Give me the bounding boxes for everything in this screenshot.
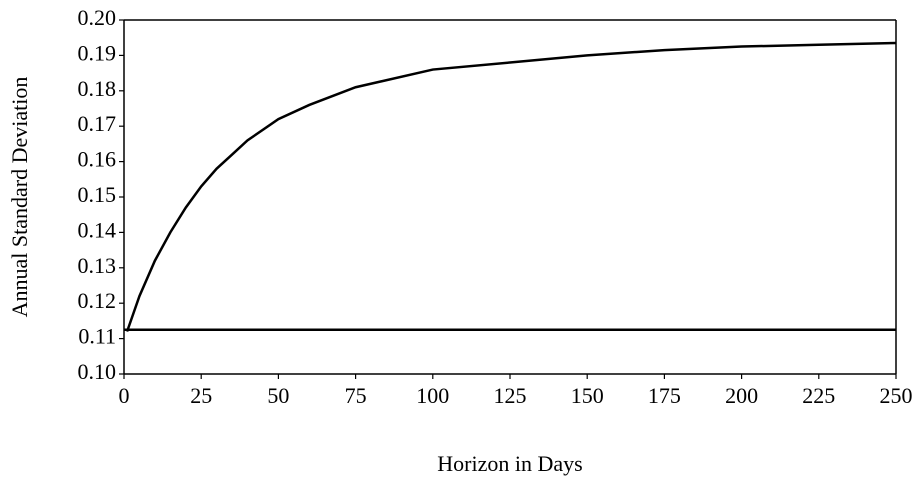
y-axis-title: Annual Standard Deviation	[7, 77, 32, 318]
x-tick-label: 200	[725, 383, 758, 408]
x-tick-label: 0	[119, 383, 130, 408]
y-tick-label: 0.16	[78, 147, 117, 172]
x-tick-label: 150	[571, 383, 604, 408]
x-axis-title: Horizon in Days	[437, 451, 582, 476]
y-tick-label: 0.10	[78, 359, 117, 384]
y-tick-label: 0.14	[78, 217, 117, 242]
y-tick-label: 0.20	[78, 5, 117, 30]
y-tick-label: 0.15	[78, 182, 117, 207]
x-tick-label: 50	[267, 383, 289, 408]
y-tick-label: 0.13	[78, 253, 117, 278]
y-tick-label: 0.18	[78, 76, 117, 101]
x-tick-label: 75	[345, 383, 367, 408]
x-tick-label: 25	[190, 383, 212, 408]
x-tick-label: 100	[416, 383, 449, 408]
data-line	[125, 41, 897, 332]
x-tick-label: 125	[494, 383, 527, 408]
y-tick-label: 0.19	[78, 40, 117, 65]
x-tick-label: 225	[802, 383, 835, 408]
x-tick-label: 175	[648, 383, 681, 408]
y-tick-label: 0.17	[78, 111, 117, 136]
y-tick-label: 0.11	[78, 324, 116, 349]
x-tick-label: 250	[880, 383, 913, 408]
y-tick-label: 0.12	[78, 288, 117, 313]
